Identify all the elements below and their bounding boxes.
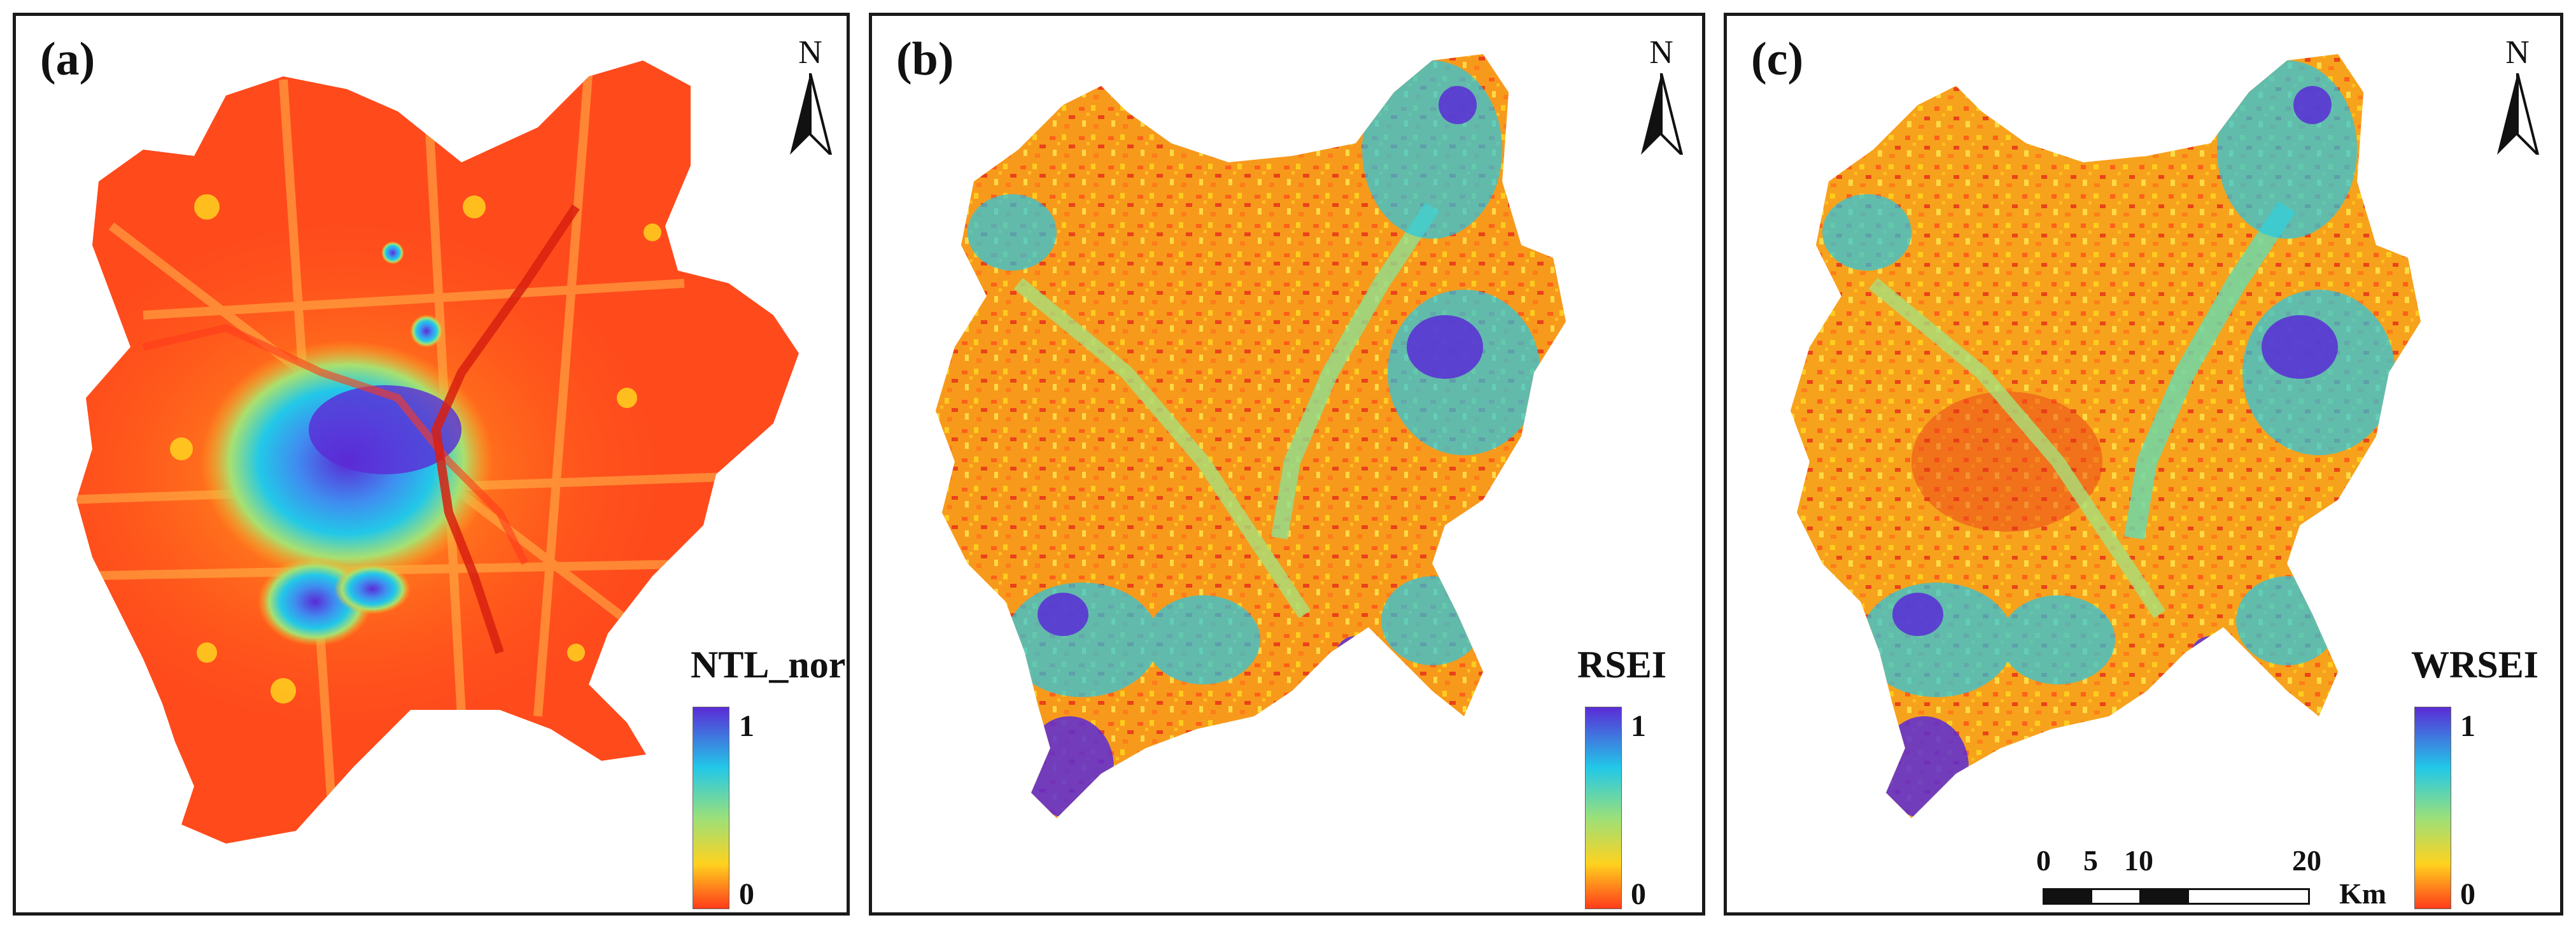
legend-min-label: 0 (739, 877, 754, 911)
legend-color-bar (2414, 707, 2451, 909)
legend-color-bar (693, 707, 729, 909)
scale-bar: 0 5 10 20 Km (2032, 844, 2414, 912)
panel-label: (c) (1751, 33, 1804, 85)
panel-label: (b) (896, 33, 954, 85)
panel-label: (a) (40, 33, 95, 85)
map-panel-c: (c) N WRSEI 1 0 0 5 10 20 Km (1724, 13, 2563, 916)
scale-unit-label: Km (2339, 877, 2387, 910)
scale-tick-label: 20 (2292, 844, 2321, 877)
map-panel-a: (a) N NTL_nor 1 0 (13, 13, 850, 916)
wrsei-map-image (1791, 54, 2421, 818)
legend-color-bar (1585, 707, 1622, 909)
legend-max-label: 1 (2460, 709, 2475, 743)
north-letter: N (1649, 34, 1673, 71)
north-letter: N (2505, 34, 2530, 71)
north-letter: N (798, 34, 822, 71)
ntl-map-image (76, 60, 799, 844)
legend-title: RSEI (1577, 644, 1667, 686)
north-arrow-icon (790, 73, 833, 155)
scale-tick-label: 0 (2036, 844, 2051, 877)
north-arrow: N (1629, 34, 1693, 155)
map-panel-b: (b) N RSEI 1 0 (869, 13, 1705, 916)
scale-bar-graphic (2043, 888, 2310, 905)
north-arrow-icon (1641, 73, 1684, 155)
scale-tick-label: 10 (2124, 844, 2153, 877)
legend-title: WRSEI (2411, 644, 2539, 686)
scale-tick-label: 5 (2083, 844, 2098, 877)
legend-min-label: 0 (1631, 877, 1646, 911)
rsei-map-image (936, 54, 1566, 818)
north-arrow: N (2486, 34, 2549, 155)
legend-min-label: 0 (2460, 877, 2475, 911)
legend-title: NTL_nor (691, 644, 846, 686)
legend-max-label: 1 (1631, 709, 1646, 743)
legend-max-label: 1 (739, 709, 754, 743)
north-arrow-icon (2497, 73, 2540, 155)
north-arrow: N (778, 34, 842, 155)
